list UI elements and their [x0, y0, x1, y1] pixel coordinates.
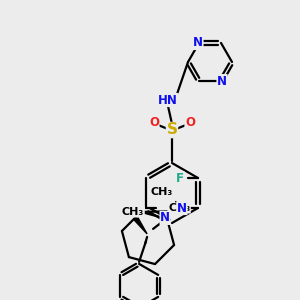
Text: O: O: [185, 116, 195, 130]
Text: CH₃: CH₃: [122, 207, 144, 217]
Text: N: N: [160, 212, 170, 224]
Text: CH₃: CH₃: [168, 203, 190, 213]
Text: HN: HN: [158, 94, 178, 106]
Text: N: N: [193, 36, 203, 50]
Text: CH₃: CH₃: [151, 187, 173, 197]
Polygon shape: [134, 218, 147, 234]
Text: F: F: [176, 172, 184, 184]
Text: N: N: [217, 75, 227, 88]
Text: S: S: [167, 122, 178, 137]
Text: N: N: [177, 202, 187, 214]
Text: O: O: [149, 116, 159, 130]
